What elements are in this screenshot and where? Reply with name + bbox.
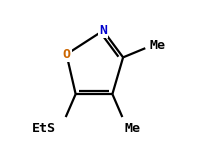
Text: Me: Me xyxy=(150,39,166,52)
Text: Me: Me xyxy=(125,122,141,135)
Text: O: O xyxy=(62,48,70,61)
Text: N: N xyxy=(99,24,107,37)
Text: EtS: EtS xyxy=(32,122,56,135)
